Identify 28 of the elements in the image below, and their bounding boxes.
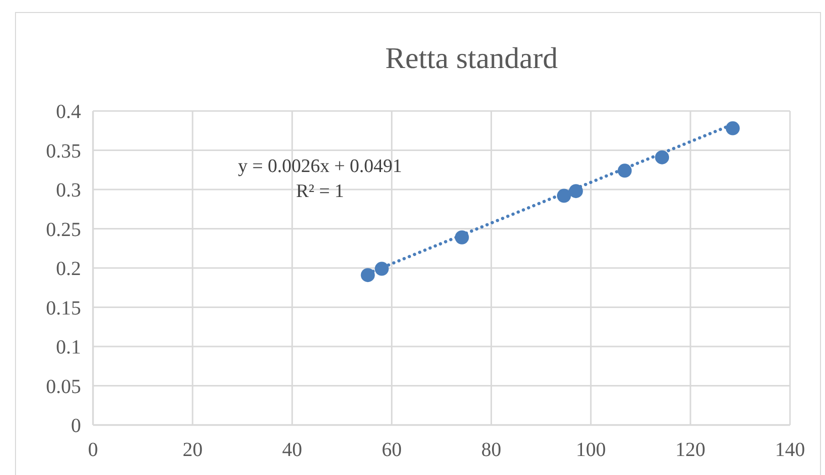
y-tick-label: 0.3 <box>56 180 81 202</box>
x-tick-label: 120 <box>675 439 706 461</box>
x-tick-label: 140 <box>775 439 805 461</box>
point <box>568 184 583 198</box>
y-tick-label: 0.2 <box>56 258 81 280</box>
point <box>374 262 389 276</box>
y-tick-label: 0 <box>71 415 81 437</box>
point <box>726 121 740 136</box>
point <box>556 188 571 203</box>
annotation: y = 0.0026x + 0.0491 <box>238 156 402 177</box>
x-tick-label: 100 <box>576 439 606 461</box>
x-tick-label: 80 <box>481 439 502 461</box>
x-tick-label: 60 <box>382 439 402 461</box>
y-tick-label: 0.1 <box>56 336 81 358</box>
y-tick-label: 0.25 <box>46 218 81 241</box>
point <box>454 230 469 244</box>
y-tick-label: 0.05 <box>46 376 81 398</box>
point <box>618 164 632 178</box>
point <box>655 150 670 164</box>
annotation: R² = 1 <box>296 181 344 202</box>
y-tick-label: 0.15 <box>46 297 81 320</box>
point <box>360 268 375 282</box>
y-tick-label: 0.4 <box>56 101 81 123</box>
x-tick-label: 0 <box>88 439 98 461</box>
x-tick-label: 40 <box>282 439 302 461</box>
y-tick-label: 0.35 <box>46 140 81 162</box>
x-tick-label: 20 <box>182 439 203 461</box>
chart-title: Retta standard <box>385 42 558 75</box>
